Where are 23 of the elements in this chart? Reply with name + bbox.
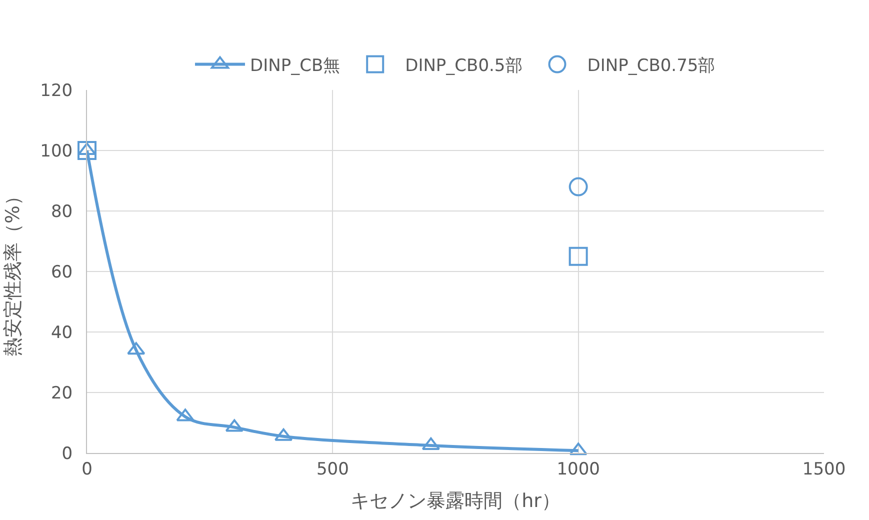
- y-axis-title: 熱安定性残率（%）: [2, 186, 24, 357]
- point: [127, 342, 146, 355]
- y-tick-label: 60: [50, 262, 73, 282]
- point: [568, 246, 588, 266]
- legend-label: DINP_CB無: [250, 56, 340, 76]
- point: [225, 419, 244, 432]
- point: [176, 408, 194, 422]
- legend-label: DINP_CB0.75部: [587, 56, 716, 76]
- x-tick-label: 500: [316, 459, 349, 480]
- x-tick-label: 1000: [556, 459, 600, 480]
- x-tick-label: 1500: [802, 459, 846, 480]
- y-tick-label: 100: [40, 141, 73, 162]
- point: [78, 141, 96, 160]
- y-tick-label: 120: [40, 80, 73, 101]
- point: [568, 177, 588, 196]
- y-tick-label: 20: [50, 383, 73, 404]
- point: [569, 442, 588, 456]
- y-tick-label: 80: [50, 202, 73, 222]
- legend-label: DINP_CB0.5部: [405, 56, 522, 76]
- x-axis-title: キセノン暴露時間（hr）: [350, 490, 560, 512]
- y-tick-label: 40: [50, 322, 73, 343]
- y-tick-label: 0: [62, 444, 73, 464]
- x-tick-label: 0: [82, 459, 92, 480]
